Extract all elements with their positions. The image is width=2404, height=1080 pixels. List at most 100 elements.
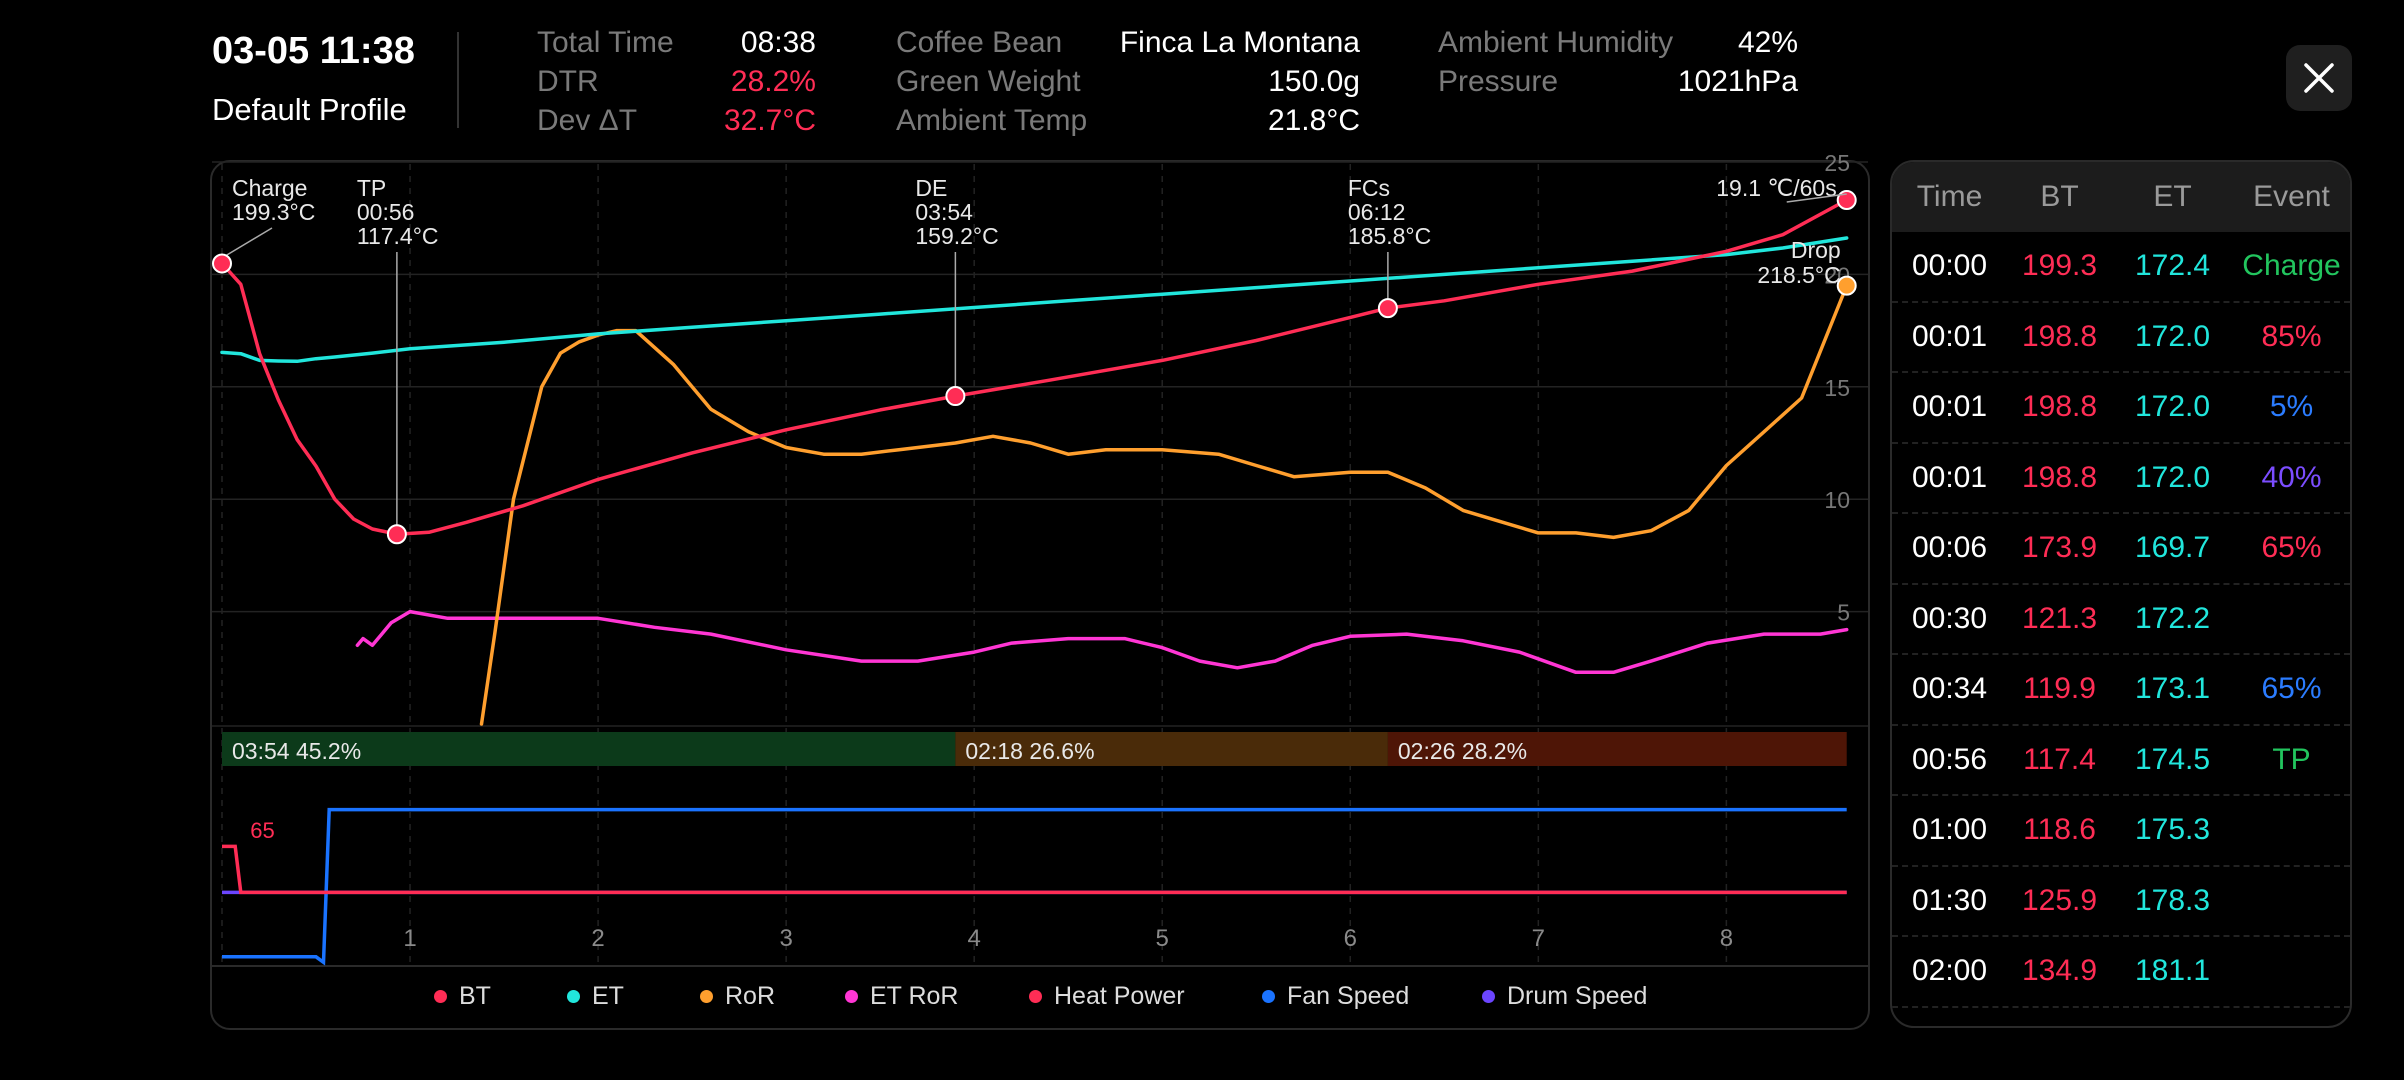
table-row[interactable]: 02:30141.8183.4: [1892, 1008, 2350, 1026]
legend-label-et-ror: ET RoR: [870, 982, 959, 1010]
x-tick-label: 3: [779, 925, 792, 952]
event-marker-fcs: [1377, 298, 1398, 319]
cell-event: 40%: [2261, 460, 2322, 494]
cell-time: 00:06: [1911, 531, 1988, 565]
event-time: 06:12: [1348, 199, 1406, 225]
chart-legend: BT ET RoR ET RoR Heat Power Fan Speed Dr…: [0, 982, 2404, 1022]
event-table[interactable]: Time BT ET Event 00:00 199.3 172.4 Charge 00…: [1890, 160, 2352, 1028]
series-heat-power: [222, 844, 1847, 895]
event-temp: 117.4°C: [357, 223, 439, 249]
pressure-value: 1021hPa: [1677, 65, 1798, 98]
ambient-humidity-value: 42%: [1737, 26, 1798, 59]
cell-bt: 117.4: [2023, 742, 2096, 776]
roast-chart-frame: [210, 160, 1870, 1030]
legend-item-ror[interactable]: RoR: [700, 982, 775, 1011]
table-row[interactable]: 00:34 119.9 173.1 65%: [1892, 655, 2350, 726]
event-leader: [1786, 193, 1847, 203]
cell-et: 172.4: [2135, 249, 2211, 283]
legend-dot-et: [567, 990, 580, 1003]
cell-et: 183.4: [2112, 1025, 2233, 1026]
dev-dt-value: 32.7°C: [723, 104, 816, 137]
table-row[interactable]: 00:56 117.4 174.5 TP: [1892, 726, 2350, 796]
cell-time: 01:00: [1911, 813, 1988, 847]
event-marker-charge: [212, 253, 232, 274]
legend-label-drum-speed: Drum Speed: [1507, 982, 1648, 1010]
table-row[interactable]: 00:01 198.8 172.0 5%: [1892, 373, 2350, 444]
phase-bar-segment: [955, 732, 1388, 766]
green-weight-value: 150.0g: [1268, 65, 1360, 98]
cell-time: 00:56: [1911, 742, 1988, 776]
phase-bar-segment: [1387, 732, 1847, 766]
event-time: 03:54: [915, 199, 973, 225]
cell-time: 00:01: [1911, 319, 1988, 353]
event-marker-drop: [1836, 190, 1857, 211]
series-bt: [220, 198, 1849, 536]
table-row[interactable]: 00:06 173.9 169.7 65%: [1892, 514, 2350, 585]
table-row[interactable]: 00:00 199.3 172.4 Charge: [1892, 232, 2350, 303]
ambient-humidity-label: Ambient Humidity: [1438, 26, 1674, 59]
table-header: Time BT ET Event: [1892, 162, 2350, 232]
profile-name: Default Profile: [212, 92, 407, 127]
legend-item-drum-speed[interactable]: Drum Speed: [1482, 982, 1647, 1011]
col-header-event: Event: [2253, 180, 2330, 213]
coffee-bean-label: Coffee Bean: [896, 26, 1063, 59]
y-tick-label: 5: [1837, 600, 1850, 626]
roast-date: 03-05 11:38: [212, 30, 415, 72]
cell-et: 173.1: [2135, 672, 2211, 706]
event-marker-de: [945, 386, 966, 407]
legend-item-et[interactable]: ET: [567, 982, 624, 1011]
legend-label-et: ET: [592, 982, 624, 1010]
legend-label-heat-power: Heat Power: [1054, 982, 1185, 1010]
cell-time: 00:30: [1911, 601, 1988, 635]
legend-item-et-ror[interactable]: ET RoR: [845, 982, 958, 1011]
cell-et: 174.5: [2135, 742, 2211, 776]
x-tick-label: 6: [1344, 925, 1357, 952]
cell-bt: 198.8: [2022, 390, 2098, 424]
event-temp: 159.2°C: [915, 223, 998, 249]
table-row[interactable]: 02:00 134.9 181.1: [1892, 937, 2350, 1008]
phase-bar-label: 02:26 28.2%: [1398, 738, 1527, 764]
cell-et: 169.7: [2135, 531, 2211, 565]
legend-item-fan-speed[interactable]: Fan Speed: [1262, 982, 1409, 1011]
event-leader: [225, 227, 273, 257]
event-temp: 199.3°C: [232, 199, 315, 225]
legend-dot-heat-power: [1029, 990, 1042, 1003]
event-marker-tp: [386, 524, 407, 545]
legend-label-fan-speed: Fan Speed: [1287, 982, 1410, 1010]
table-row[interactable]: 01:00 118.6 175.3: [1892, 796, 2350, 867]
table-row[interactable]: 00:01 198.8 172.0 40%: [1892, 444, 2350, 514]
ror-annotation: 19.1 ℃/60s: [1716, 175, 1836, 201]
legend-dot-ror: [700, 990, 713, 1003]
legend-dot-fan-speed: [1262, 990, 1275, 1003]
legend-label-bt: BT: [459, 982, 491, 1010]
series-ror: [479, 283, 1849, 726]
cell-bt: 119.9: [2023, 672, 2096, 706]
legend-item-bt[interactable]: BT: [434, 982, 491, 1011]
heat-power-label: 65: [250, 818, 274, 843]
header-divider: [457, 32, 459, 128]
cell-et: 178.3: [2135, 883, 2211, 917]
cell-event: TP: [2272, 742, 2311, 776]
cell-time: 02:30: [1892, 1025, 2007, 1026]
phase-bar-label: 03:54 45.2%: [232, 738, 361, 764]
cell-et: 172.0: [2135, 390, 2211, 424]
cell-bt: 173.9: [2022, 531, 2098, 565]
ambient-temp-label: Ambient Temp: [896, 104, 1088, 137]
close-button[interactable]: [2286, 45, 2352, 111]
total-time-label: Total Time: [537, 26, 674, 59]
cell-event: 85%: [2261, 319, 2322, 353]
legend-item-heat-power[interactable]: Heat Power: [1029, 982, 1185, 1011]
total-time-value: 08:38: [740, 26, 816, 59]
series-et-ror: [355, 609, 1849, 675]
table-row[interactable]: 00:01 198.8 172.0 85%: [1892, 303, 2350, 373]
event-marker-drop-ror: [1836, 275, 1857, 296]
table-row[interactable]: 01:30 125.9 178.3: [1892, 867, 2350, 937]
phase-bar-segment: [222, 732, 956, 766]
event-label: TP: [357, 175, 386, 201]
table-row[interactable]: 00:30 121.3 172.2: [1892, 585, 2350, 655]
y-tick-label: 10: [1824, 487, 1850, 513]
legend-label-ror: RoR: [725, 982, 776, 1010]
event-label: Drop: [1791, 237, 1841, 263]
event-label: DE: [915, 175, 947, 201]
